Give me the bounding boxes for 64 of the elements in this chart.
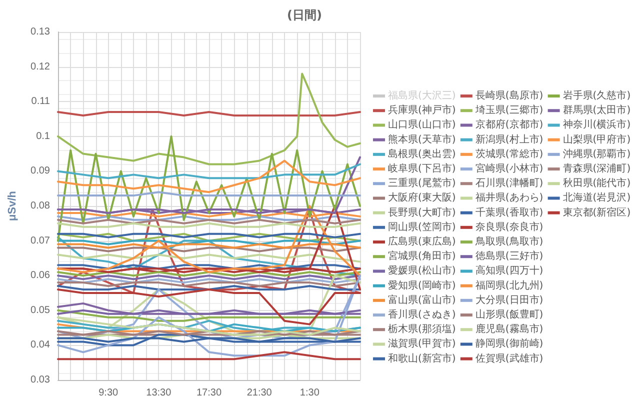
legend-label: 秋田県(能代市): [562, 177, 631, 190]
legend-label: 香川県(さぬき): [388, 308, 456, 320]
legend-label: 茨城県(常総市): [475, 148, 544, 160]
legend-label: 神奈川(横浜市): [562, 118, 631, 131]
legend-label: 大阪府(東大阪): [388, 192, 456, 204]
legend-label: 石川県(津幡町): [475, 177, 544, 190]
legend-label: 大分県(日田市): [475, 294, 544, 306]
legend-label: 群馬県(太田市): [562, 104, 631, 116]
y-axis-title: μSv/h: [6, 190, 18, 221]
legend-label: 栃木県(那須塩): [388, 323, 456, 336]
legend-label: 千葉県(香取市): [475, 206, 544, 218]
y-tick-label: 0.03: [30, 374, 50, 386]
legend-label: 佐賀県(武雄市): [475, 352, 544, 364]
legend-label: 京都府(京都市): [475, 118, 544, 131]
legend-label: 山梨県(甲府市): [562, 133, 631, 146]
y-tick-label: 0.1: [36, 130, 50, 142]
y-tick-label: 0.08: [30, 200, 50, 212]
y-tick-label: 0.05: [30, 304, 50, 316]
y-tick-label: 0.04: [30, 340, 50, 351]
y-tick-label: 0.11: [31, 96, 50, 108]
legend-label: 熊本県(天草市): [388, 133, 456, 146]
x-tick-label: 13:30: [146, 388, 172, 398]
legend-label: 島根県(奥出雲): [388, 148, 456, 160]
legend-label: 長崎県(島原市): [475, 90, 544, 102]
legend-label: 山形県(飯豊町): [475, 308, 544, 320]
legend-label: 徳島県(三好市): [475, 250, 544, 262]
legend-label: 滋賀県(甲賀市): [388, 338, 456, 350]
legend-label: 三重県(尾鷲市): [388, 177, 456, 190]
legend-label: 鳥取県(鳥取市): [474, 236, 544, 248]
legend-label: 岐阜県(下呂市): [388, 162, 456, 174]
x-tick-label: 1:30: [300, 388, 320, 398]
y-tick-label: 0.12: [30, 61, 50, 72]
legend-label: 高知県(四万十): [475, 264, 544, 277]
legend-label: 福井県(あわら): [475, 192, 544, 204]
legend-label: 宮崎県(小林市): [475, 162, 544, 174]
x-tick-label: 9:30: [98, 388, 118, 398]
legend-label: 岡山県(笠岡市): [388, 220, 456, 233]
chart-title: (日間): [287, 8, 322, 22]
legend-label: 北海道(岩見沢): [562, 192, 631, 204]
legend-label: 和歌山(新宮市): [388, 352, 456, 364]
legend-label: 沖縄県(那覇市): [562, 148, 631, 160]
x-tick-label: 21:30: [246, 388, 272, 398]
legend-label: 東京都(新宿区): [562, 206, 631, 218]
legend-label: 長野県(大町市): [388, 206, 456, 218]
legend-label: 愛知県(岡崎市): [388, 279, 456, 292]
y-tick-label: 0.06: [30, 270, 50, 282]
legend-label: 奈良県(奈良市): [475, 220, 544, 233]
legend-label: 富山県(富山市): [388, 294, 456, 306]
legend-label: 兵庫県(神戸市): [388, 104, 456, 116]
y-tick-label: 0.13: [30, 26, 50, 38]
y-tick-label: 0.07: [30, 235, 50, 246]
y-tick-label: 0.09: [30, 166, 50, 177]
legend-label: 広島県(東広島): [388, 236, 456, 248]
legend-label: 宮城県(角田市): [388, 250, 456, 262]
legend-label: 鹿児島(霧島市): [475, 323, 544, 336]
legend-label: 岩手県(久慈市): [562, 90, 631, 102]
legend-label: 愛媛県(松山市): [388, 264, 456, 277]
legend-label: 山口県(山口市): [388, 118, 456, 131]
legend-label: 静岡県(御前崎): [475, 338, 544, 350]
legend-label: 埼玉県(三郷市): [474, 104, 544, 116]
legend-label: 福岡県(北九州): [475, 279, 544, 292]
legend-label: 新潟県(村上市): [475, 133, 544, 146]
legend-label: 青森県(深浦町): [562, 162, 631, 174]
x-tick-label: 17:30: [196, 388, 222, 398]
